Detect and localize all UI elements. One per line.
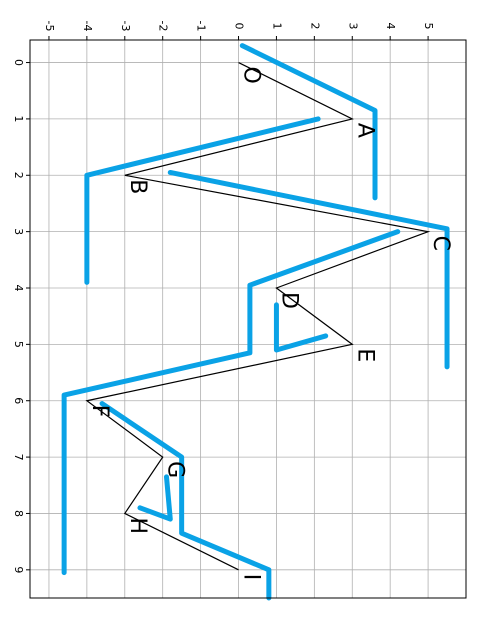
y-tick-label: 0	[233, 23, 246, 30]
y-tick-label: -1	[195, 21, 208, 32]
x-tick-label: 0	[12, 59, 25, 66]
x-tick-label: 6	[12, 397, 25, 404]
handdrawn-stroke	[273, 302, 329, 353]
y-tick-label: 2	[308, 23, 321, 30]
y-tick-label: -2	[157, 21, 170, 32]
point-label: I	[239, 574, 264, 581]
x-tick-label: 3	[12, 228, 25, 235]
y-tick-label: -3	[119, 21, 132, 32]
reference-line-group	[85, 62, 431, 571]
handdrawn-stroke	[167, 169, 450, 370]
x-tick-label: 9	[12, 566, 25, 573]
point-label: H	[125, 517, 150, 534]
point-label: F	[87, 405, 112, 418]
reference-line	[85, 62, 431, 571]
x-tick-label: 7	[12, 454, 25, 461]
x-tick-label: 4	[12, 285, 25, 292]
plot-frame	[29, 39, 467, 599]
point-label: D	[276, 292, 301, 309]
y-tick-label: -5	[43, 21, 56, 32]
point-label: E	[352, 348, 377, 362]
y-tick-label: -4	[81, 21, 94, 32]
tick-labels: 0 1 2 3 4 5 6 7 8 9 -5 -4 -3 -2 -1 0 1 2 3 4 5	[12, 21, 435, 574]
x-tick-label: 5	[12, 341, 25, 348]
x-tick-label: 2	[12, 172, 25, 179]
point-label: B	[125, 179, 150, 194]
handdrawn-stroke	[137, 474, 173, 522]
y-tick-label: 3	[346, 23, 359, 30]
handdrawn-stroke	[239, 43, 378, 201]
handdrawn-stroke	[61, 229, 401, 576]
y-tick-label: 4	[384, 23, 397, 30]
x-tick-label: 1	[12, 115, 25, 122]
point-label: O	[239, 67, 264, 84]
y-tick-label: 1	[270, 23, 283, 30]
y-tick-label: 5	[422, 23, 435, 30]
point-label: C	[428, 236, 453, 251]
handdrawn-stroke	[99, 401, 272, 601]
x-tick-label: 8	[12, 510, 25, 517]
handdrawn-strokes	[61, 43, 450, 601]
point-label: G	[163, 461, 188, 478]
handdrawn-stroke	[84, 116, 321, 285]
point-labels: O A B C D E F G H I	[87, 67, 453, 581]
point-label: A	[352, 123, 377, 138]
